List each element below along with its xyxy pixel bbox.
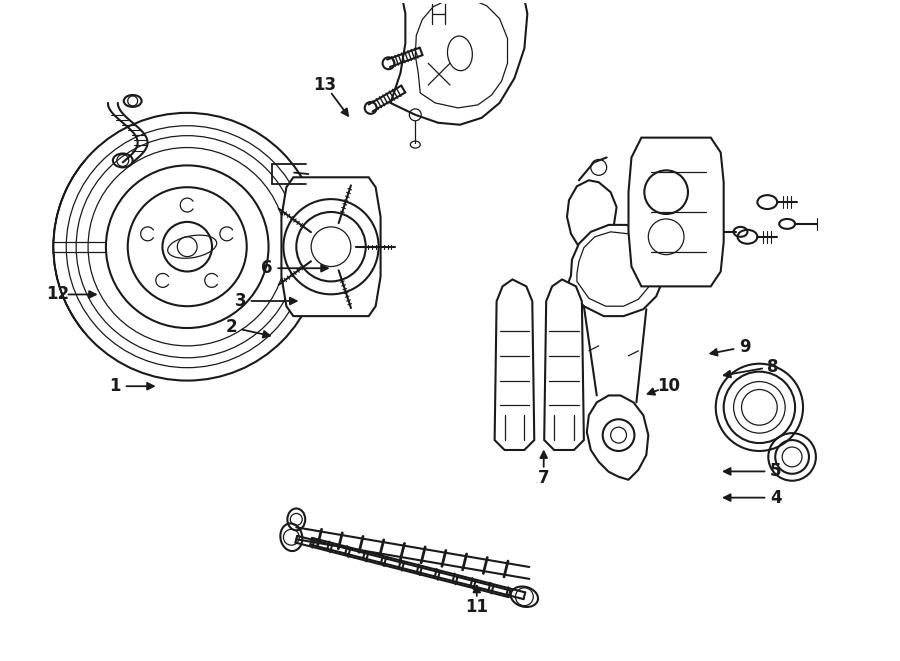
- Text: 6: 6: [261, 259, 273, 277]
- Text: 1: 1: [110, 377, 122, 395]
- Text: 7: 7: [538, 469, 550, 487]
- Polygon shape: [628, 137, 724, 286]
- Polygon shape: [587, 395, 648, 480]
- Polygon shape: [495, 280, 535, 450]
- Text: 11: 11: [465, 598, 489, 616]
- Polygon shape: [547, 180, 616, 331]
- Polygon shape: [391, 0, 527, 125]
- Text: 2: 2: [226, 318, 238, 336]
- Text: 3: 3: [235, 292, 246, 310]
- Text: 13: 13: [313, 76, 337, 94]
- Text: 5: 5: [770, 463, 781, 481]
- Text: 4: 4: [770, 488, 781, 506]
- Polygon shape: [567, 225, 663, 316]
- Text: 12: 12: [46, 286, 69, 303]
- Text: 10: 10: [657, 377, 680, 395]
- Text: 9: 9: [739, 338, 751, 356]
- Circle shape: [364, 102, 376, 114]
- Polygon shape: [282, 177, 381, 316]
- Circle shape: [382, 58, 394, 69]
- Polygon shape: [544, 280, 584, 450]
- Text: 8: 8: [768, 358, 778, 375]
